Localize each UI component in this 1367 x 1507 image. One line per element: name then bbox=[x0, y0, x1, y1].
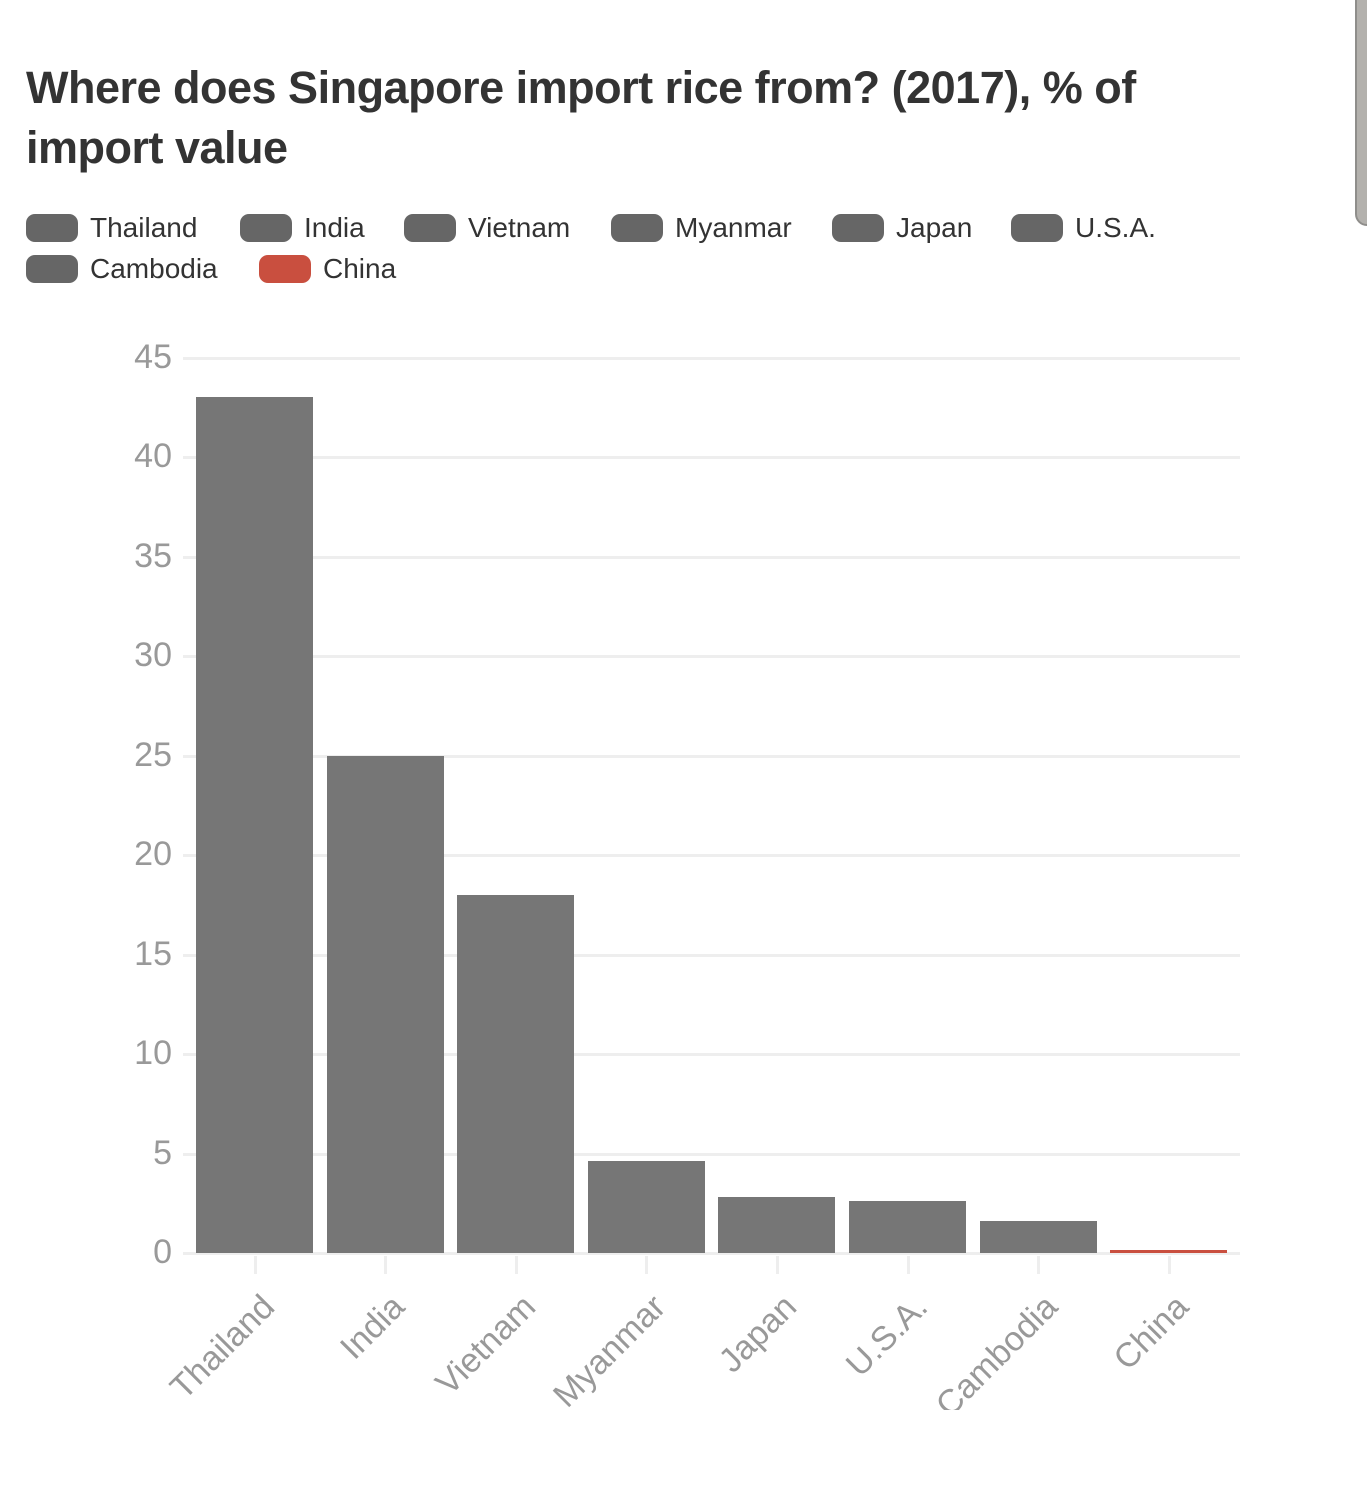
bar-india[interactable] bbox=[326, 755, 444, 1253]
y-tick-label: 10 bbox=[134, 1034, 172, 1072]
bar-thailand[interactable] bbox=[196, 397, 313, 1253]
gridline bbox=[183, 953, 1240, 957]
gridline bbox=[183, 555, 1240, 559]
x-tick-mark bbox=[384, 1256, 388, 1274]
y-tick-label: 30 bbox=[134, 636, 172, 674]
legend-swatch bbox=[259, 255, 311, 283]
legend-label: Cambodia bbox=[90, 253, 218, 284]
bar-chart: 0 5 10 15 20 25 30 35 40 45 Thailand India Vietnam My… bbox=[134, 337, 1240, 1410]
bar-japan[interactable] bbox=[718, 1197, 836, 1253]
y-tick-label: 0 bbox=[153, 1233, 172, 1271]
legend-swatch bbox=[1011, 214, 1063, 242]
y-tick-label: 35 bbox=[134, 536, 172, 575]
x-tick-mark bbox=[645, 1256, 649, 1274]
y-tick-label: 40 bbox=[134, 437, 172, 475]
legend-item[interactable]: Myanmar bbox=[611, 208, 792, 248]
legend-item[interactable]: India bbox=[240, 208, 365, 248]
chart-title: Where does Singapore import rice from? (… bbox=[26, 58, 1226, 178]
legend-item[interactable]: Japan bbox=[832, 208, 972, 248]
legend-item[interactable]: Vietnam bbox=[404, 208, 570, 248]
bar-vietnam[interactable] bbox=[457, 894, 575, 1253]
y-tick-label: 15 bbox=[134, 934, 172, 973]
y-tick-label: 5 bbox=[153, 1133, 172, 1172]
gridline bbox=[183, 456, 1240, 459]
gridline bbox=[183, 1152, 1240, 1156]
legend-label: U.S.A. bbox=[1075, 212, 1156, 243]
legend-swatch bbox=[611, 214, 663, 242]
legend-label: China bbox=[323, 253, 397, 284]
gridline bbox=[183, 655, 1240, 658]
gridline bbox=[183, 1053, 1240, 1056]
legend-label: India bbox=[304, 212, 365, 243]
bar-cambodia[interactable] bbox=[979, 1221, 1097, 1253]
bar-usa[interactable] bbox=[849, 1201, 966, 1253]
legend-label: Myanmar bbox=[675, 212, 792, 243]
legend-label: Japan bbox=[896, 212, 973, 243]
legend-swatch bbox=[240, 214, 292, 242]
x-tick-mark bbox=[1167, 1256, 1171, 1274]
x-tick-mark bbox=[1037, 1256, 1041, 1274]
legend-item[interactable]: U.S.A. bbox=[1011, 208, 1156, 248]
x-tick-mark bbox=[253, 1256, 257, 1274]
x-tick-mark bbox=[514, 1256, 518, 1274]
legend-item[interactable]: Thailand bbox=[26, 208, 197, 248]
legend-item[interactable]: Cambodia bbox=[26, 249, 218, 289]
y-tick-label: 45 bbox=[134, 337, 172, 376]
y-tick-label: 25 bbox=[134, 735, 172, 774]
legend-label: Vietnam bbox=[468, 212, 571, 243]
gridline bbox=[183, 854, 1240, 857]
legend-label: Thailand bbox=[90, 212, 198, 243]
gridline bbox=[183, 1252, 1240, 1255]
title-line-1: Where does Singapore import rice from? (… bbox=[26, 62, 1136, 113]
x-tick-mark bbox=[775, 1256, 779, 1274]
legend-swatch bbox=[404, 214, 456, 242]
bar-china[interactable] bbox=[1110, 1250, 1228, 1253]
gridline bbox=[183, 356, 1240, 360]
bar-myanmar[interactable] bbox=[587, 1161, 705, 1253]
x-tick-mark bbox=[906, 1256, 910, 1274]
gridline bbox=[183, 754, 1240, 758]
x-tick-label: Thailand bbox=[162, 1287, 282, 1407]
legend-swatch bbox=[832, 214, 884, 242]
legend-swatch bbox=[26, 214, 78, 242]
legend-item[interactable]: China bbox=[259, 249, 396, 289]
title-line-2: import value bbox=[26, 122, 288, 173]
legend-swatch bbox=[26, 255, 78, 283]
y-tick-label: 20 bbox=[134, 835, 172, 873]
